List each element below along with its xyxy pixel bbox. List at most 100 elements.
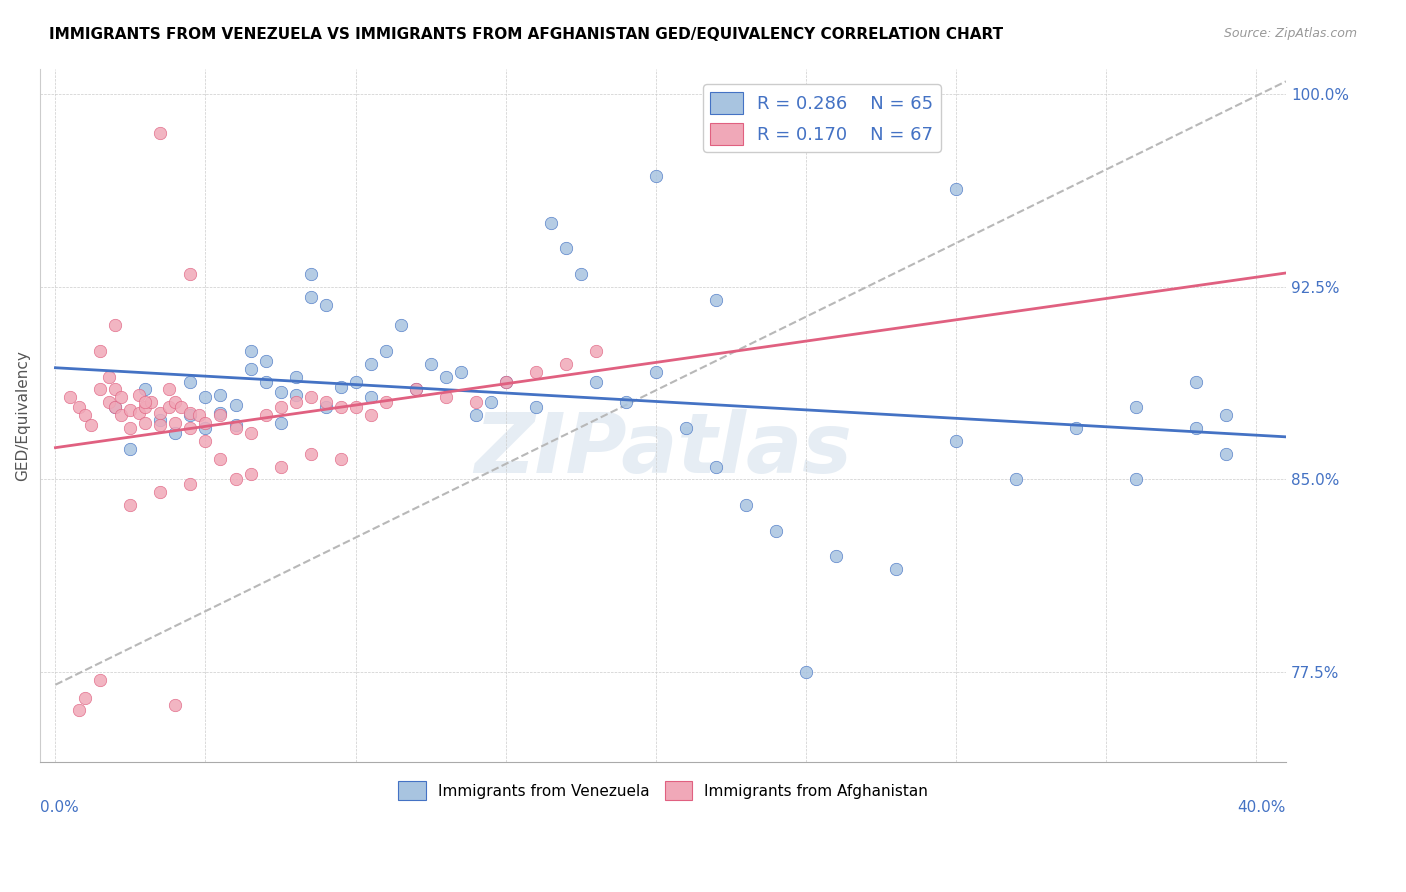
Point bbox=[1125, 401, 1147, 415]
Point bbox=[110, 390, 132, 404]
Point bbox=[675, 421, 697, 435]
Point bbox=[299, 390, 322, 404]
Point bbox=[344, 401, 367, 415]
Point bbox=[299, 447, 322, 461]
Point bbox=[315, 401, 337, 415]
Point bbox=[104, 383, 127, 397]
Point bbox=[179, 375, 201, 389]
Point bbox=[569, 267, 592, 281]
Point bbox=[284, 387, 307, 401]
Point bbox=[945, 182, 967, 196]
Point bbox=[80, 418, 103, 433]
Point bbox=[75, 690, 97, 705]
Point bbox=[170, 401, 193, 415]
Point bbox=[209, 408, 232, 422]
Point bbox=[128, 387, 150, 401]
Point bbox=[89, 673, 111, 687]
Point bbox=[299, 290, 322, 304]
Point bbox=[134, 416, 156, 430]
Point bbox=[194, 434, 217, 448]
Point bbox=[179, 421, 201, 435]
Point bbox=[75, 408, 97, 422]
Point bbox=[165, 426, 187, 441]
Point bbox=[89, 343, 111, 358]
Point bbox=[104, 401, 127, 415]
Point bbox=[299, 267, 322, 281]
Point bbox=[1215, 408, 1237, 422]
Y-axis label: GED/Equivalency: GED/Equivalency bbox=[15, 350, 30, 481]
Point bbox=[110, 408, 132, 422]
Point bbox=[194, 390, 217, 404]
Point bbox=[614, 395, 637, 409]
Point bbox=[824, 549, 846, 564]
Point bbox=[434, 369, 457, 384]
Point bbox=[329, 401, 352, 415]
Point bbox=[704, 459, 727, 474]
Point bbox=[524, 364, 547, 378]
Point bbox=[149, 126, 172, 140]
Point bbox=[270, 416, 292, 430]
Point bbox=[540, 216, 562, 230]
Text: 40.0%: 40.0% bbox=[1237, 800, 1286, 815]
Point bbox=[254, 408, 277, 422]
Point bbox=[224, 398, 246, 412]
Point bbox=[1185, 375, 1208, 389]
Point bbox=[120, 403, 142, 417]
Point bbox=[479, 395, 502, 409]
Point bbox=[179, 477, 201, 491]
Point bbox=[128, 406, 150, 420]
Text: IMMIGRANTS FROM VENEZUELA VS IMMIGRANTS FROM AFGHANISTAN GED/EQUIVALENCY CORRELA: IMMIGRANTS FROM VENEZUELA VS IMMIGRANTS … bbox=[49, 27, 1004, 42]
Point bbox=[67, 401, 90, 415]
Point bbox=[179, 408, 201, 422]
Point bbox=[644, 364, 666, 378]
Point bbox=[374, 343, 396, 358]
Point bbox=[149, 485, 172, 500]
Point bbox=[194, 421, 217, 435]
Point bbox=[179, 267, 201, 281]
Point bbox=[104, 318, 127, 333]
Point bbox=[98, 395, 121, 409]
Point bbox=[315, 395, 337, 409]
Point bbox=[149, 418, 172, 433]
Point bbox=[1064, 421, 1087, 435]
Point bbox=[704, 293, 727, 307]
Point bbox=[224, 472, 246, 486]
Point bbox=[141, 395, 163, 409]
Point bbox=[524, 401, 547, 415]
Point bbox=[284, 395, 307, 409]
Point bbox=[254, 375, 277, 389]
Point bbox=[945, 434, 967, 448]
Point bbox=[67, 703, 90, 717]
Point bbox=[165, 698, 187, 713]
Point bbox=[59, 390, 82, 404]
Point bbox=[120, 421, 142, 435]
Point bbox=[165, 416, 187, 430]
Point bbox=[1005, 472, 1028, 486]
Point bbox=[585, 375, 607, 389]
Point bbox=[450, 364, 472, 378]
Point bbox=[89, 383, 111, 397]
Point bbox=[120, 442, 142, 456]
Point bbox=[329, 380, 352, 394]
Point bbox=[134, 401, 156, 415]
Point bbox=[104, 401, 127, 415]
Point bbox=[194, 416, 217, 430]
Point bbox=[374, 395, 396, 409]
Point bbox=[149, 413, 172, 427]
Point bbox=[209, 406, 232, 420]
Point bbox=[464, 395, 486, 409]
Point bbox=[389, 318, 412, 333]
Point bbox=[134, 383, 156, 397]
Point bbox=[134, 395, 156, 409]
Point bbox=[284, 369, 307, 384]
Point bbox=[239, 426, 262, 441]
Point bbox=[1215, 447, 1237, 461]
Point bbox=[98, 369, 121, 384]
Point bbox=[765, 524, 787, 538]
Point bbox=[239, 467, 262, 482]
Text: ZIPatlas: ZIPatlas bbox=[474, 409, 852, 491]
Point bbox=[1185, 421, 1208, 435]
Point bbox=[585, 343, 607, 358]
Point bbox=[464, 408, 486, 422]
Point bbox=[495, 375, 517, 389]
